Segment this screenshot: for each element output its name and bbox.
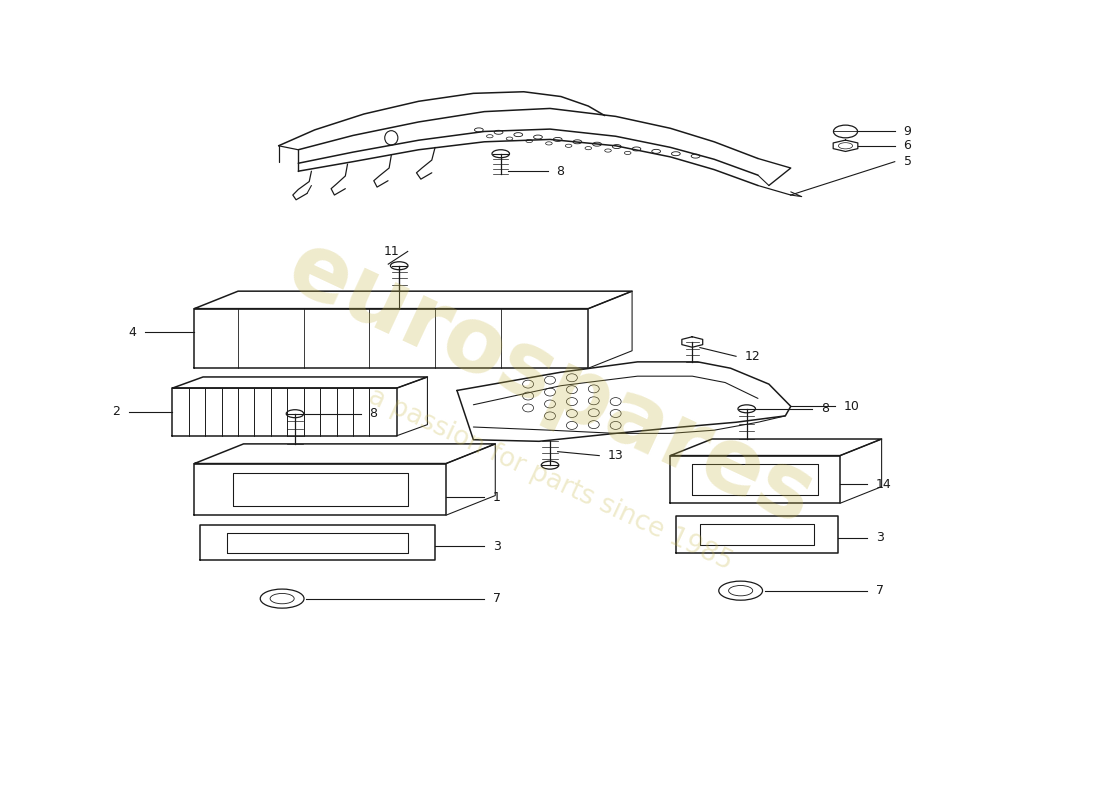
Text: eurospares: eurospares (273, 224, 827, 545)
Text: 4: 4 (129, 326, 136, 339)
Text: 1: 1 (493, 490, 500, 504)
Text: 7: 7 (876, 584, 884, 597)
Text: 11: 11 (383, 245, 399, 258)
Text: 10: 10 (844, 400, 859, 413)
Text: 13: 13 (608, 449, 624, 462)
Text: 7: 7 (493, 592, 502, 605)
Text: 14: 14 (876, 478, 892, 490)
Text: 2: 2 (112, 406, 120, 418)
Text: 5: 5 (903, 155, 912, 168)
Text: 12: 12 (745, 350, 760, 363)
Text: 8: 8 (821, 402, 829, 415)
Text: 6: 6 (903, 139, 912, 152)
Text: 3: 3 (493, 540, 500, 553)
Text: 9: 9 (903, 125, 912, 138)
Text: 3: 3 (876, 531, 884, 545)
Text: 8: 8 (557, 165, 564, 178)
Text: 8: 8 (370, 407, 377, 420)
Text: a passion for parts since 1985: a passion for parts since 1985 (364, 383, 736, 575)
